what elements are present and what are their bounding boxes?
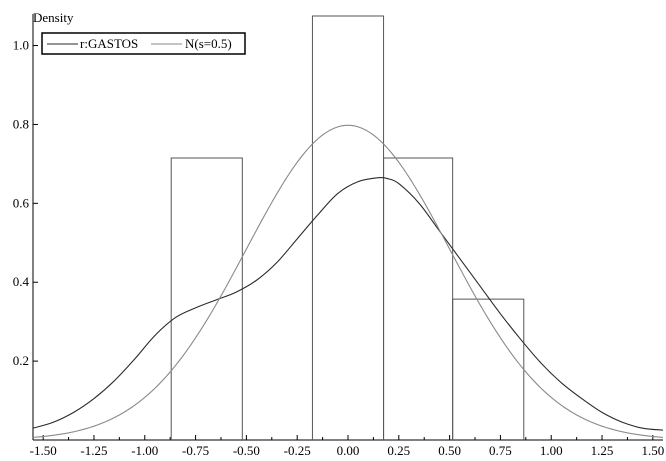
y-tick-label: 0.6 <box>13 195 30 210</box>
series-line-gastos <box>32 176 664 431</box>
legend: r:GASTOS N(s=0.5) <box>41 32 246 55</box>
series-line-normal <box>32 124 664 438</box>
legend-label-normal: N(s=0.5) <box>185 36 232 51</box>
x-tick-label: 0.25 <box>387 443 410 458</box>
x-axis: -1.50 -1.25 -1.00 -0.75 -0.50 -0.25 0.00 0.25 0.… <box>30 435 664 458</box>
histogram-bars <box>170 15 525 440</box>
x-tick-label: 1.50 <box>641 443 664 458</box>
x-tick-label: -0.50 <box>233 443 260 458</box>
y-axis: 0.2 0.4 0.6 0.8 1.0 <box>13 14 38 440</box>
histogram-bar <box>311 15 385 440</box>
x-tick-label: 0.50 <box>438 443 461 458</box>
x-tick-label: -0.25 <box>284 443 311 458</box>
histogram-bar <box>170 157 243 440</box>
x-tick-label: -1.50 <box>30 443 57 458</box>
y-tick-label: 0.4 <box>13 274 30 289</box>
histogram-bar <box>452 298 525 440</box>
x-tick-label: -1.00 <box>131 443 158 458</box>
legend-label-gastos: r:GASTOS <box>80 36 138 51</box>
series-lines <box>32 124 664 438</box>
legend-box <box>41 32 246 55</box>
x-tick-label: 0.75 <box>489 443 512 458</box>
y-tick-label: 0.2 <box>13 353 29 368</box>
x-tick-label: 1.00 <box>540 443 563 458</box>
x-tick-label: -0.75 <box>182 443 209 458</box>
y-tick-label: 0.8 <box>13 116 29 131</box>
y-axis-label: Density <box>33 10 74 25</box>
histogram-bar <box>383 157 454 440</box>
x-tick-label: 0.00 <box>337 443 360 458</box>
y-tick-label: 1.0 <box>13 38 29 53</box>
x-tick-label: 1.25 <box>591 443 614 458</box>
x-tick-label: -1.25 <box>80 443 107 458</box>
